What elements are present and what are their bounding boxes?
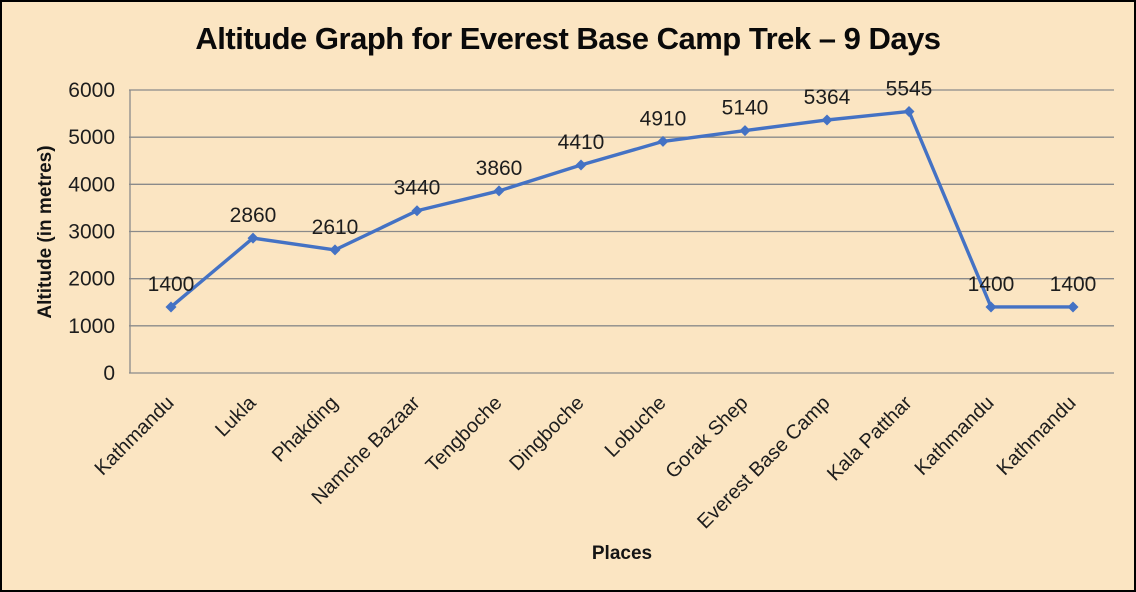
data-point-marker — [821, 114, 833, 126]
data-label: 2860 — [230, 204, 277, 227]
y-tick-label: 4000 — [68, 173, 115, 196]
x-category-label: Tengboche — [422, 392, 507, 477]
x-category-label: Lukla — [211, 391, 261, 441]
data-label: 2610 — [312, 216, 359, 239]
y-tick-label: 6000 — [68, 79, 115, 102]
data-point-marker — [411, 205, 423, 217]
data-point-marker — [247, 232, 259, 244]
data-point-marker — [903, 105, 915, 117]
data-label: 1400 — [148, 273, 195, 296]
x-category-label: Phakding — [268, 392, 343, 467]
data-point-marker — [985, 301, 997, 313]
y-tick-label: 1000 — [68, 315, 115, 338]
x-category-label: Dingboche — [505, 392, 588, 475]
y-tick-label: 2000 — [68, 268, 115, 291]
data-label: 4410 — [558, 131, 605, 154]
x-category-label: Kathmandu — [993, 392, 1081, 480]
x-category-label: Kathmandu — [91, 392, 179, 480]
y-tick-label: 3000 — [68, 221, 115, 244]
data-point-marker — [329, 244, 341, 256]
data-point-marker — [493, 185, 505, 197]
data-point-marker — [739, 125, 751, 137]
data-label: 5140 — [722, 97, 769, 120]
x-axis-title: Places — [591, 543, 653, 564]
chart-title: Altitude Graph for Everest Base Camp Tre… — [195, 21, 941, 56]
data-label: 1400 — [1050, 273, 1097, 296]
data-point-marker — [1067, 301, 1079, 313]
y-tick-label: 5000 — [68, 126, 115, 149]
x-category-label: Lobuche — [601, 392, 671, 462]
data-label: 3860 — [476, 157, 523, 180]
altitude-line — [169, 109, 1075, 309]
y-tick-label: 0 — [103, 362, 115, 385]
data-point-marker — [165, 301, 177, 313]
data-label: 5545 — [886, 77, 933, 100]
data-point-marker — [575, 159, 587, 171]
data-point-marker — [657, 135, 669, 147]
x-category-label: Gorak Shep — [662, 392, 753, 483]
y-axis-title: Altitude (in metres) — [35, 145, 56, 319]
data-label: 5364 — [804, 86, 851, 109]
data-label: 4910 — [640, 107, 687, 130]
data-label: 3440 — [394, 177, 441, 200]
data-label: 1400 — [968, 273, 1015, 296]
x-category-label: Kathmandu — [911, 392, 999, 480]
x-category-label: Kala Patthar — [823, 392, 917, 486]
